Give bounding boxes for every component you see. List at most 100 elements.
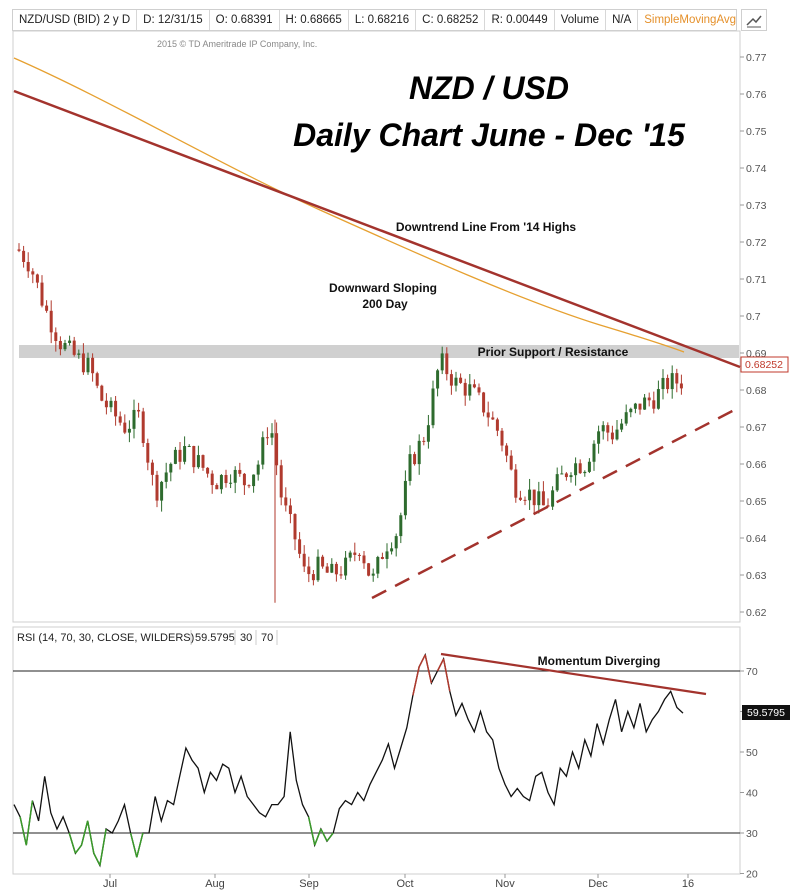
- candle-body: [68, 340, 72, 344]
- candle-body: [86, 357, 90, 373]
- chart-settings-icon: [746, 15, 762, 28]
- candle-body: [500, 430, 504, 446]
- candle-body: [445, 353, 449, 375]
- candle-body: [196, 455, 200, 468]
- candle-body: [380, 557, 384, 559]
- candle-body: [413, 454, 417, 465]
- close-field: C: 0.68252: [416, 10, 486, 30]
- candle-body: [675, 373, 679, 384]
- price-tick-label: 0.66: [746, 459, 767, 471]
- rsi-line: [13, 652, 684, 868]
- candle-body: [633, 403, 637, 409]
- candle-body: [201, 455, 205, 468]
- support-resistance-band: [19, 345, 739, 358]
- last-price-marker: [740, 356, 789, 373]
- candle-body: [587, 461, 591, 472]
- candle-body: [288, 505, 292, 515]
- candle-body: [31, 271, 35, 275]
- candle-body: [357, 554, 361, 556]
- candle-body: [40, 282, 44, 306]
- rsi-tick-label: 50: [746, 747, 758, 759]
- candle-body: [238, 469, 242, 474]
- candle-body: [376, 557, 380, 574]
- candle-body: [541, 491, 545, 506]
- candle-body: [242, 473, 246, 486]
- candle-body: [482, 392, 486, 413]
- price-tick-label: 0.63: [746, 570, 767, 582]
- candle-body: [610, 432, 614, 440]
- rsi-oversold-segment: [326, 832, 334, 842]
- candle-body: [555, 474, 559, 491]
- candle-body: [311, 574, 315, 581]
- candle-body: [104, 400, 108, 408]
- price-tick-label: 0.67: [746, 422, 767, 434]
- candle-body: [330, 563, 334, 573]
- candle-body: [440, 353, 444, 371]
- candle-body: [229, 482, 233, 484]
- date-field: D: 12/31/15: [137, 10, 210, 30]
- price-tick-label: 0.65: [746, 496, 767, 508]
- candle-body: [173, 449, 177, 464]
- momentum-divergence-line: [440, 652, 707, 696]
- sma-annotation-line2: 200 Day: [362, 297, 408, 311]
- candle-body: [114, 400, 118, 417]
- candle-body: [252, 474, 256, 487]
- candle-body: [45, 305, 49, 311]
- sma-annotation-line1: Downward Sloping: [329, 281, 437, 295]
- candle-body: [597, 431, 601, 444]
- candle-body: [210, 473, 214, 486]
- candle-body: [302, 553, 306, 567]
- candle-body: [270, 433, 274, 438]
- chart-title-line2: Daily Chart June - Dec '15: [293, 117, 686, 153]
- rsi-last-text: 59.5795: [747, 707, 785, 719]
- candle-body: [206, 467, 210, 474]
- time-tick-label: Aug: [205, 878, 225, 890]
- rsi-level-high: 70: [261, 632, 273, 644]
- price-tick-label: 0.77: [746, 52, 767, 64]
- candle-body: [564, 473, 568, 478]
- rsi-path: [13, 652, 684, 868]
- rsi-oversold-segment: [99, 828, 107, 866]
- candle-body: [183, 446, 187, 462]
- study-label[interactable]: SimpleMovingAvg (CLOSE,...: [644, 14, 737, 26]
- time-tick-label: 16: [682, 878, 694, 890]
- chart-title-line1: NZD / USD: [409, 70, 569, 106]
- candle-body: [574, 463, 578, 476]
- candle-body: [592, 443, 596, 462]
- candle-body: [123, 422, 127, 433]
- candle-body: [58, 340, 62, 350]
- candle-body: [518, 497, 522, 500]
- chart-settings-button[interactable]: [741, 9, 767, 31]
- time-tick-label: Oct: [396, 878, 413, 890]
- sma-200-line: [13, 57, 685, 353]
- rsi-overbought-segment: [424, 654, 433, 684]
- price-tick-label: 0.75: [746, 126, 767, 138]
- candle-body: [344, 557, 348, 576]
- candle-body: [463, 382, 467, 396]
- candle-body: [178, 449, 182, 462]
- time-tick-label: Sep: [299, 878, 319, 890]
- candle-body: [132, 409, 136, 429]
- volume-value: N/A: [606, 10, 639, 30]
- candle-body: [403, 480, 407, 516]
- candle-body: [477, 387, 481, 393]
- candle-body: [49, 310, 53, 333]
- candle-body: [647, 397, 651, 401]
- last-price-text: 0.68252: [745, 359, 783, 371]
- candle-body: [233, 469, 237, 483]
- candle-body: [629, 408, 633, 413]
- symbol-header-bar: NZD/USD (BID) 2 y D D: 12/31/15 O: 0.683…: [12, 9, 737, 31]
- candle-body: [298, 539, 302, 554]
- rsi-oversold-segment: [80, 820, 89, 846]
- rsi-tick-label: 20: [746, 869, 758, 881]
- candle-body: [35, 274, 39, 283]
- rsi-label[interactable]: RSI (14, 70, 30, CLOSE, WILDERS): [17, 632, 194, 644]
- candle-body: [155, 474, 159, 501]
- candle-body: [578, 463, 582, 474]
- candle-body: [284, 497, 288, 506]
- rsi-oversold-segment: [25, 800, 34, 846]
- candle-body: [146, 443, 150, 463]
- symbol-label[interactable]: NZD/USD (BID) 2 y D: [13, 10, 138, 30]
- candle-body: [436, 370, 440, 389]
